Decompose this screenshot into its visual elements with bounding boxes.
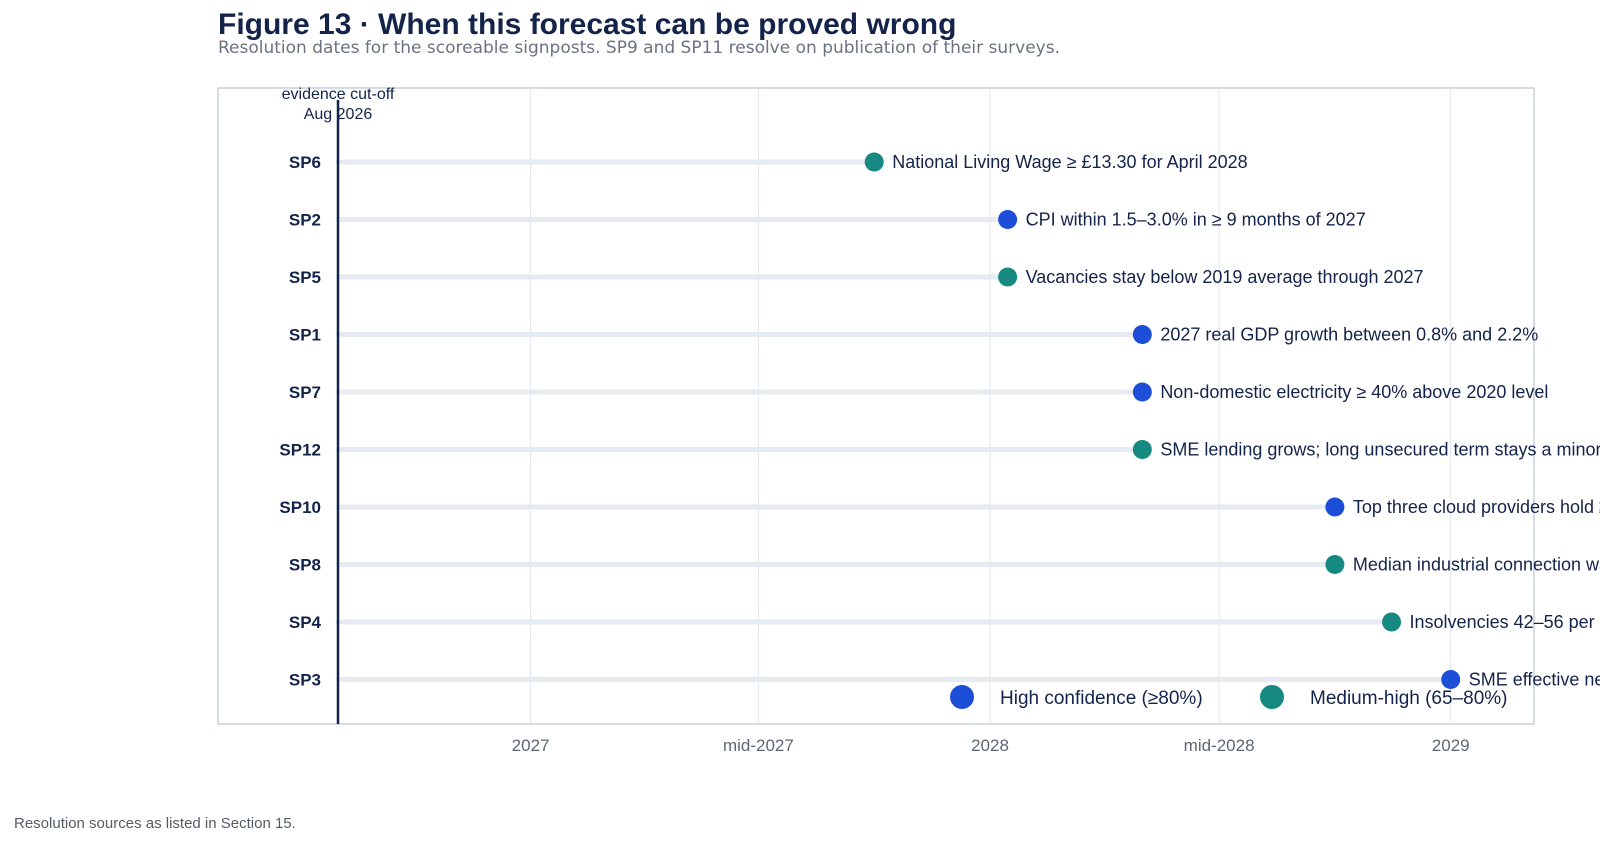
x-tick-labels: 2027 mid-2027 2028 mid-2028 2029 [512,736,1470,755]
data-point [998,267,1018,287]
legend-marker [950,685,974,709]
data-points: National Living Wage ≥ £13.30 for April … [864,152,1600,690]
data-point-label: SME effective new-lending rate within 4.… [1469,670,1600,690]
y-tick-label: SP3 [289,671,321,690]
data-point [1382,612,1402,632]
legend-label: High confidence (≥80%) [1000,688,1203,709]
data-point-label: 2027 real GDP growth between 0.8% and 2.… [1160,325,1538,345]
data-point [1132,325,1152,344]
y-tick-label: SP5 [289,268,321,287]
data-point-label: Non-domestic electricity ≥ 40% above 202… [1160,382,1548,402]
x-tick-label: 2027 [512,736,550,755]
y-tick-label: SP12 [279,441,321,460]
figure-subtitle: Resolution dates for the scoreable signp… [218,38,1060,58]
data-point-label: Insolvencies 42–56 per 10,000 active com… [1410,612,1600,632]
y-tick-label: SP1 [289,326,321,345]
x-tick-label: 2029 [1432,736,1470,755]
data-point [1325,555,1345,574]
data-point-label: Median industrial connection wait still … [1353,555,1600,575]
data-point [864,152,884,172]
y-tick-label: SP4 [289,613,322,632]
data-point-label: Top three cloud providers hold ≥ 60% of … [1353,497,1600,517]
y-tick-label: SP6 [289,153,321,172]
legend-marker [1260,685,1284,709]
legend: High confidence (≥80%) Medium-high (65–80… [950,685,1508,709]
x-tick-label: mid-2028 [1184,736,1255,755]
footnote: Resolution sources as listed in Section … [14,815,296,832]
data-point-label: National Living Wage ≥ £13.30 for April … [892,152,1247,172]
x-tick-label: mid-2027 [723,736,794,755]
y-tick-label: SP10 [279,498,321,517]
plot-frame [217,87,1535,725]
data-point-label: CPI within 1.5–3.0% in ≥ 9 months of 202… [1026,210,1366,230]
x-tick-label: 2028 [971,736,1009,755]
timeline-chart: evidence cut-off Aug 2026 SP6SP2SP5SP1SP… [217,86,1600,755]
row-tracks [335,159,1454,682]
y-tick-label: SP2 [289,211,321,230]
cutoff-label-line2: Aug 2026 [304,106,373,123]
data-point [1325,497,1345,517]
legend-label: Medium-high (65–80%) [1310,688,1508,709]
data-point-label: SME lending grows; long unsecured term s… [1160,440,1600,460]
figure-title: Figure 13 · When this forecast can be pr… [218,8,957,41]
data-point-label: Vacancies stay below 2019 average throug… [1026,267,1424,287]
data-point [1441,670,1461,689]
cutoff-label-line1: evidence cut-off [282,86,395,103]
y-tick-label: SP8 [289,556,321,575]
data-point [1132,440,1152,459]
data-point [1132,382,1152,402]
data-point [998,210,1018,229]
y-tick-labels: SP6 SP2 SP5 SP1 SP7 SP12 SP10 SP8 SP4 SP3 [279,153,321,690]
y-tick-label: SP7 [289,383,321,402]
grid-lines [530,89,1452,723]
